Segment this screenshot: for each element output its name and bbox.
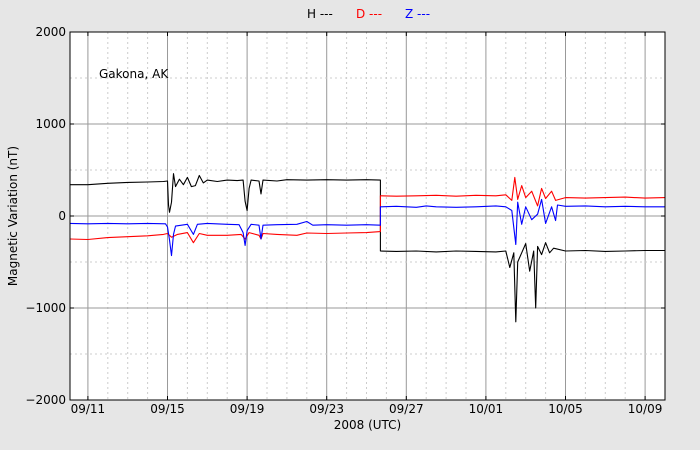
- legend-entry-z: Z ---: [405, 7, 430, 21]
- ticks: 09/11 09/15 09/19 09/23 09/27 10/01 10/05 10/09…: [25, 25, 665, 416]
- y-tick-label: −1000: [25, 301, 66, 315]
- x-tick-label: 09/19: [230, 402, 265, 416]
- x-tick-label: 10/05: [548, 402, 583, 416]
- y-tick-label: −2000: [25, 393, 66, 407]
- x-tick-label: 10/09: [628, 402, 663, 416]
- series-line-d: [69, 176, 666, 244]
- series-line-z: [69, 198, 665, 257]
- series-line-h: [70, 173, 665, 323]
- x-tick-label: 09/11: [71, 402, 106, 416]
- y-tick-label: 2000: [35, 25, 66, 39]
- x-tick-label: 09/27: [389, 402, 424, 416]
- y-axis-label: Magnetic Variation (nT): [6, 146, 20, 286]
- legend-entry-d: D ---: [356, 7, 382, 21]
- series-layer: [69, 173, 666, 323]
- legend: H --- D --- Z ---: [307, 7, 430, 21]
- legend-entry-h: H ---: [307, 7, 333, 21]
- x-tick-label: 09/23: [309, 402, 344, 416]
- y-tick-label: 1000: [35, 117, 66, 131]
- station-annotation: Gakona, AK: [99, 67, 169, 81]
- x-axis-label: 2008 (UTC): [334, 418, 402, 432]
- y-tick-label: 0: [58, 209, 66, 223]
- x-tick-label: 09/15: [150, 402, 185, 416]
- x-tick-label: 10/01: [469, 402, 504, 416]
